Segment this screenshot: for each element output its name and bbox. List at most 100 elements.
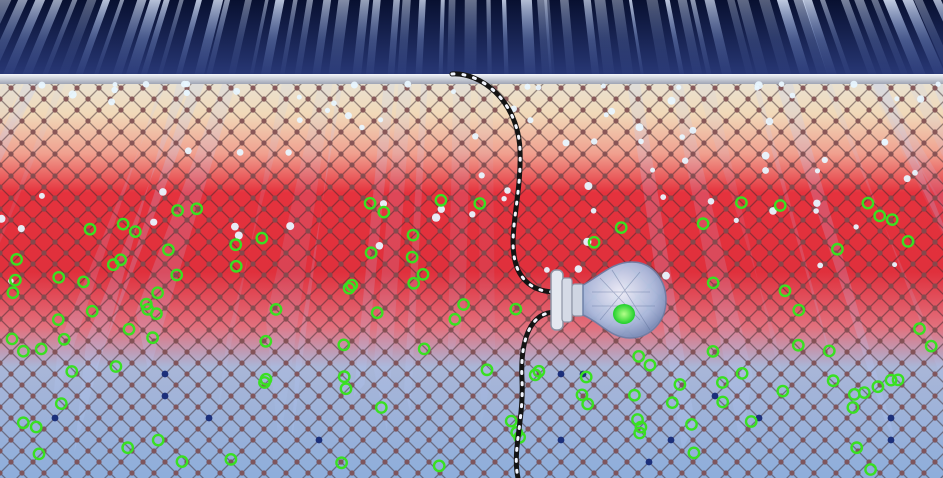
green-ring-marker-icon <box>871 380 885 394</box>
white-particle-icon <box>431 213 441 222</box>
green-ring-marker-icon <box>884 373 898 387</box>
green-ring-marker-icon <box>85 304 99 318</box>
white-particle-icon <box>817 262 824 269</box>
green-ring-marker-icon <box>873 209 887 223</box>
white-particle-icon <box>600 83 606 89</box>
light-beam-icon <box>544 0 556 80</box>
green-ring-marker-icon <box>631 413 644 426</box>
light-beam-icon <box>110 0 147 80</box>
light-beam-icon <box>594 0 616 80</box>
white-particle-icon <box>544 267 550 273</box>
green-ring-marker-icon <box>8 273 22 287</box>
green-ring-marker-icon <box>417 342 431 356</box>
light-beam-icon <box>156 0 184 80</box>
white-particle-icon <box>789 92 796 99</box>
light-beam-icon <box>883 0 929 80</box>
green-ring-marker-icon <box>448 312 462 326</box>
green-ring-marker-icon <box>504 414 518 428</box>
light-beam-icon <box>902 0 943 80</box>
white-particle-icon <box>813 208 819 214</box>
light-beam-icon <box>913 0 943 66</box>
light-beam-icon <box>415 0 426 80</box>
white-particle-icon <box>184 147 192 155</box>
green-ring-marker-icon <box>864 463 877 476</box>
green-ring-marker-icon <box>54 397 68 410</box>
probe-core <box>613 304 635 324</box>
green-ring-marker-icon <box>342 281 356 295</box>
green-ring-marker-icon <box>151 286 165 300</box>
white-particle-icon <box>584 182 593 190</box>
light-beam-icon <box>204 0 231 80</box>
light-beam-icon <box>464 0 477 80</box>
green-ring-marker-icon <box>706 344 720 358</box>
green-ring-marker-icon <box>229 259 243 273</box>
light-beam-icon <box>646 0 672 80</box>
green-ring-marker-icon <box>846 401 860 414</box>
light-beam-icon <box>840 0 879 80</box>
green-ring-marker-icon <box>432 459 446 473</box>
green-ring-marker-icon <box>581 397 595 411</box>
probe-bulb-icon <box>550 261 667 339</box>
light-beam-icon <box>0 0 46 80</box>
light-beam-icon <box>139 0 170 80</box>
green-ring-marker-icon <box>575 388 589 402</box>
white-particle-icon <box>111 86 118 94</box>
green-ring-marker-icon <box>259 372 273 386</box>
green-ring-marker-icon <box>480 363 494 377</box>
white-particles <box>0 80 941 284</box>
white-particle-icon <box>379 200 388 208</box>
green-ring-marker-icon <box>52 270 66 284</box>
green-ring-marker-icon <box>532 364 546 378</box>
green-ring-marker-icon <box>114 253 128 267</box>
white-particle-icon <box>689 126 697 134</box>
light-beam-icon <box>193 0 224 80</box>
green-ring-marker-icon <box>406 228 420 242</box>
green-ring-marker-icon <box>857 386 871 399</box>
white-particle-icon <box>286 222 295 231</box>
green-ring-marker-icon <box>924 339 938 353</box>
light-beam-icon <box>438 0 445 80</box>
green-ring-marker-icon <box>121 441 135 455</box>
green-ring-marker-icon <box>407 276 421 290</box>
green-ring-marker-icon <box>891 373 905 387</box>
green-ring-marker-icon <box>83 222 97 236</box>
blue-atom-icon <box>557 436 565 444</box>
green-ring-marker-icon <box>473 197 487 210</box>
light-beam-icon <box>583 0 600 80</box>
white-particle-icon <box>378 117 384 123</box>
blue-atom-icon <box>667 436 675 444</box>
green-ring-marker-icon <box>822 344 836 358</box>
light-beam-icon <box>520 0 536 80</box>
green-ring-marker-icon <box>171 204 185 217</box>
white-particle-icon <box>324 107 331 113</box>
white-particle-icon <box>917 95 925 103</box>
green-ring-marker-icon <box>744 415 758 428</box>
white-particle-icon <box>535 84 542 91</box>
white-particle-icon <box>68 90 77 99</box>
blue-atom-icon <box>161 392 169 400</box>
white-particle-icon <box>590 208 597 214</box>
white-particle-icon <box>754 85 760 91</box>
blue-atom-icon <box>161 370 169 378</box>
green-ring-marker-icon <box>509 302 523 316</box>
white-particle-icon <box>813 199 821 207</box>
green-ring-marker-icon <box>792 303 806 317</box>
white-particle-icon <box>344 112 352 120</box>
white-particle-icon <box>524 83 531 90</box>
white-particle-icon <box>236 149 244 156</box>
white-particle-icon <box>527 117 534 124</box>
green-ring-marker-icon <box>831 242 844 256</box>
green-ring-marker-icon <box>685 417 698 431</box>
white-particle-icon <box>234 231 243 240</box>
green-ring-marker-icon <box>255 231 269 245</box>
green-ring-marker-icon <box>17 344 30 358</box>
green-ring-marker-icon <box>885 213 899 227</box>
green-ring-marker-icon <box>457 298 470 311</box>
green-ring-marker-icon <box>139 297 153 311</box>
green-ring-marker-icon <box>51 313 65 326</box>
green-ring-marker-icon <box>224 452 238 466</box>
green-ring-marker-icon <box>335 456 348 470</box>
green-ring-marker-icon <box>109 360 123 373</box>
